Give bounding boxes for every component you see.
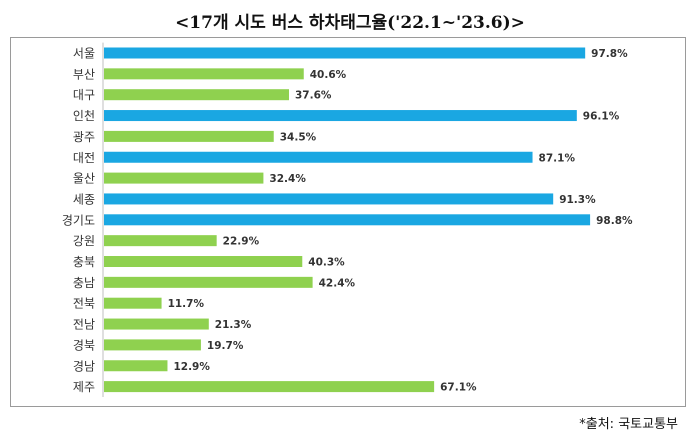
category-label: 울산 xyxy=(73,172,95,186)
bar-4 xyxy=(104,110,577,122)
category-label: 경북 xyxy=(73,338,95,352)
data-label: 97.8% xyxy=(591,48,628,60)
category-label: 부산 xyxy=(73,67,95,81)
bar-15 xyxy=(104,339,201,351)
bar-1 xyxy=(104,47,586,59)
category-label: 인천 xyxy=(73,108,95,123)
data-label: 91.3% xyxy=(559,194,596,206)
data-label: 19.7% xyxy=(207,340,244,352)
category-label: 강원 xyxy=(73,234,95,248)
data-label: 12.9% xyxy=(173,361,210,373)
category-label: 광주 xyxy=(73,130,95,144)
bar-6 xyxy=(104,151,533,163)
bar-8 xyxy=(104,193,554,205)
category-label: 전북 xyxy=(73,297,95,311)
category-label: 경남 xyxy=(73,359,95,373)
data-label: 34.5% xyxy=(280,131,317,143)
data-label: 40.6% xyxy=(310,69,347,81)
data-label: 11.7% xyxy=(168,298,205,310)
category-label: 전남 xyxy=(73,318,95,332)
data-label: 67.1% xyxy=(440,382,477,394)
category-label: 충남 xyxy=(73,276,95,290)
bar-5 xyxy=(104,130,274,142)
bar-7 xyxy=(104,172,264,184)
data-label: 96.1% xyxy=(583,111,620,123)
bar-10 xyxy=(104,235,217,247)
bar-13 xyxy=(104,297,162,309)
data-label: 32.4% xyxy=(269,173,306,185)
data-label: 87.1% xyxy=(539,152,576,164)
category-label: 세종 xyxy=(73,192,95,206)
bar-12 xyxy=(104,276,313,288)
bar-11 xyxy=(104,256,303,267)
data-label: 42.4% xyxy=(319,277,356,289)
data-label: 98.8% xyxy=(596,215,633,227)
data-label: 40.3% xyxy=(308,257,345,269)
chart-title: <17개 시도 버스 하차태그율('22.1~'23.6)> xyxy=(175,13,525,33)
bar-9 xyxy=(104,214,591,226)
category-label: 대구 xyxy=(73,88,95,102)
data-label: 21.3% xyxy=(215,319,252,331)
bar-14 xyxy=(104,318,209,330)
source-note: *출처: 국토교통부 xyxy=(579,417,678,432)
category-label: 충북 xyxy=(73,255,95,269)
category-label: 제주 xyxy=(73,380,95,394)
bar-2 xyxy=(104,68,304,80)
bar-16 xyxy=(104,360,168,372)
bar-17 xyxy=(104,381,435,393)
data-label: 37.6% xyxy=(295,90,332,102)
data-label: 22.9% xyxy=(223,236,260,248)
category-label: 경기도 xyxy=(62,213,95,227)
bar-3 xyxy=(104,89,289,101)
category-label: 대전 xyxy=(73,151,95,165)
category-label: 서울 xyxy=(73,47,95,61)
